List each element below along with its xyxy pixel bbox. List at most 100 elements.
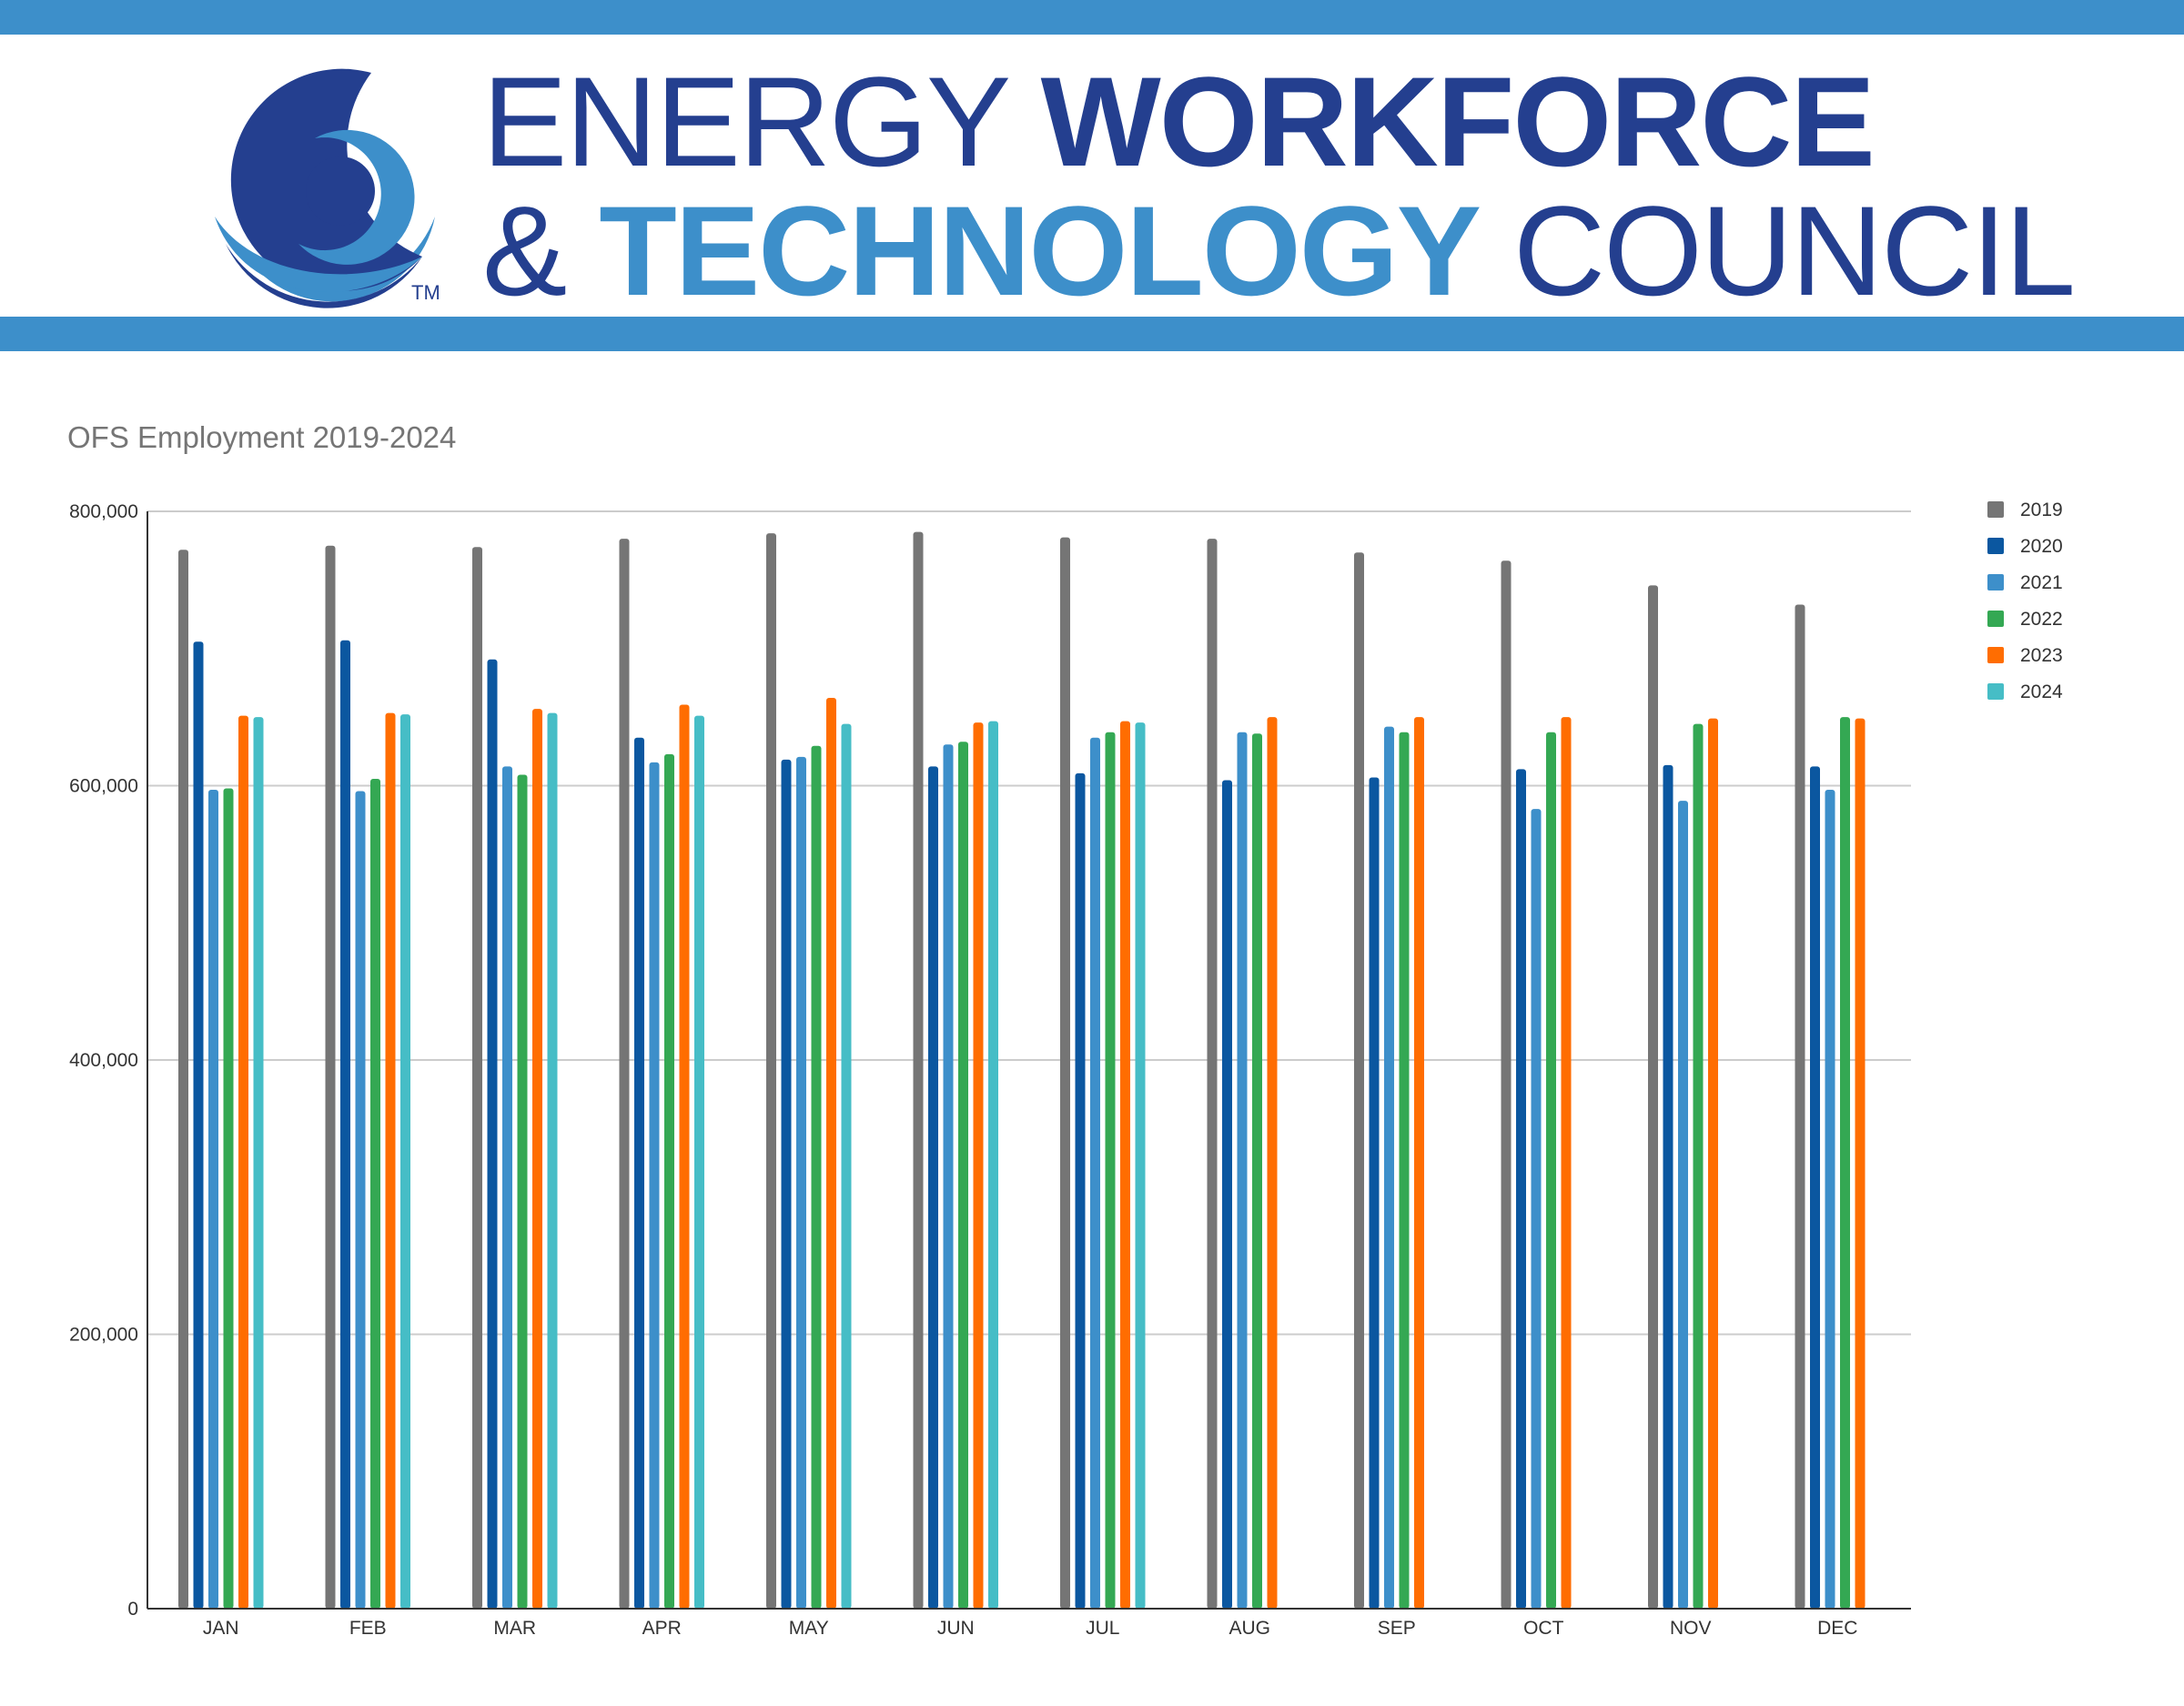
brand-word-workforce: WORKFORCE bbox=[1040, 50, 1876, 193]
bar-2020-apr bbox=[634, 737, 644, 1609]
bar-2022-dec bbox=[1840, 717, 1850, 1609]
bar-2023-oct bbox=[1561, 717, 1572, 1609]
bar-2024-jun bbox=[988, 721, 998, 1609]
x-tick-label: SEP bbox=[1378, 1618, 1416, 1638]
bar-2023-jun bbox=[973, 722, 984, 1609]
legend-label-2022: 2022 bbox=[2020, 609, 2063, 630]
gridlines bbox=[147, 510, 1911, 1336]
y-tick-label: 0 bbox=[127, 1599, 138, 1620]
brand-word-energy: ENERGY bbox=[482, 50, 1041, 193]
legend-swatch-2023 bbox=[1987, 647, 2004, 663]
x-tick-label: JUL bbox=[1086, 1618, 1119, 1638]
x-tick-label: AUG bbox=[1228, 1618, 1270, 1638]
legend-swatch-2019 bbox=[1987, 501, 2004, 518]
bar-2020-aug bbox=[1222, 780, 1232, 1609]
bar-2019-sep bbox=[1354, 552, 1364, 1609]
bar-2020-mar bbox=[487, 659, 498, 1609]
bar-2020-feb bbox=[340, 640, 350, 1609]
axes: 0 200,000 400,000 600,000 800,000 JAN FEB MAR AP… bbox=[69, 501, 1911, 1638]
bar-2024-feb bbox=[400, 714, 410, 1609]
bar-2021-jan bbox=[208, 790, 218, 1609]
bar-2021-oct bbox=[1531, 809, 1542, 1609]
brand-word-council: COUNCIL bbox=[1480, 179, 2076, 322]
bar-2021-feb bbox=[355, 791, 366, 1609]
bar-2020-oct bbox=[1516, 769, 1526, 1609]
bar-2021-jun bbox=[943, 744, 954, 1609]
bar-2021-dec bbox=[1825, 790, 1835, 1609]
x-tick-label: JAN bbox=[203, 1618, 239, 1638]
bar-2021-apr bbox=[649, 762, 660, 1609]
bar-2019-aug bbox=[1207, 539, 1218, 1609]
trademark-mark: TM bbox=[411, 281, 440, 304]
x-tick-label: OCT bbox=[1523, 1618, 1564, 1638]
employment-bar-chart: 0 200,000 400,000 600,000 800,000 JAN FEB MAR AP… bbox=[69, 500, 2063, 1638]
bar-2023-sep bbox=[1414, 717, 1424, 1609]
bar-2024-apr bbox=[694, 715, 704, 1609]
brand-word-ampersand: & bbox=[482, 179, 600, 322]
brand-line-1: ENERGY WORKFORCE bbox=[482, 58, 1876, 186]
bar-2019-apr bbox=[619, 539, 630, 1609]
bar-2024-jul bbox=[1135, 722, 1146, 1609]
bar-2021-sep bbox=[1384, 726, 1394, 1609]
y-tick-label: 800,000 bbox=[69, 501, 138, 522]
bar-2024-may bbox=[841, 723, 852, 1609]
bar-2022-apr bbox=[664, 753, 674, 1609]
bar-2023-feb bbox=[385, 712, 396, 1609]
legend-swatch-2022 bbox=[1987, 611, 2004, 627]
bar-2022-aug bbox=[1252, 733, 1262, 1609]
bar-2020-jan bbox=[193, 641, 204, 1609]
legend-swatch-2020 bbox=[1987, 538, 2004, 554]
x-tick-label: JUN bbox=[937, 1618, 975, 1638]
bar-2023-mar bbox=[532, 709, 542, 1609]
bar-2024-mar bbox=[547, 712, 558, 1609]
legend-label-2024: 2024 bbox=[2020, 681, 2063, 702]
legend-swatch-2021 bbox=[1987, 574, 2004, 591]
bar-2023-jul bbox=[1120, 721, 1130, 1609]
legend-label-2021: 2021 bbox=[2020, 572, 2063, 593]
x-tick-label: FEB bbox=[349, 1618, 387, 1638]
bar-2019-dec bbox=[1795, 604, 1805, 1609]
bar-2021-mar bbox=[502, 766, 512, 1609]
bar-2019-feb bbox=[325, 545, 336, 1609]
brand-word-technology: TECHNOLOGY bbox=[599, 179, 1481, 322]
header-top-band bbox=[0, 0, 2184, 35]
bar-2022-jul bbox=[1105, 732, 1116, 1609]
bar-2019-jul bbox=[1060, 537, 1070, 1609]
y-tick-label: 200,000 bbox=[69, 1325, 138, 1346]
bar-2019-may bbox=[766, 533, 776, 1609]
x-tick-label: MAY bbox=[789, 1618, 829, 1638]
bar-2022-may bbox=[811, 745, 822, 1609]
bar-2020-nov bbox=[1663, 764, 1673, 1609]
y-tick-label: 600,000 bbox=[69, 776, 138, 797]
x-tick-label: APR bbox=[642, 1618, 682, 1638]
council-logo-icon bbox=[215, 68, 435, 308]
bar-2023-may bbox=[826, 698, 836, 1609]
legend: 2019 2020 2021 2022 2023 2024 bbox=[1987, 500, 2063, 702]
bar-2023-apr bbox=[679, 704, 690, 1609]
bar-2021-nov bbox=[1678, 801, 1688, 1609]
bar-marks bbox=[178, 531, 1866, 1610]
x-tick-label: NOV bbox=[1670, 1618, 1712, 1638]
bar-2020-may bbox=[781, 759, 792, 1609]
bar-2023-dec bbox=[1855, 718, 1866, 1609]
bar-2022-jun bbox=[958, 742, 968, 1609]
legend-label-2023: 2023 bbox=[2020, 645, 2063, 666]
bar-2022-sep bbox=[1399, 732, 1410, 1609]
bar-2019-nov bbox=[1648, 585, 1658, 1609]
bar-2019-mar bbox=[472, 547, 482, 1609]
legend-label-2020: 2020 bbox=[2020, 536, 2063, 557]
bar-2021-aug bbox=[1237, 732, 1248, 1609]
header-bottom-band bbox=[0, 317, 2184, 351]
bar-2021-may bbox=[796, 756, 806, 1609]
legend-label-2019: 2019 bbox=[2020, 500, 2063, 520]
bar-2019-jan bbox=[178, 550, 188, 1610]
y-tick-label: 400,000 bbox=[69, 1050, 138, 1071]
bar-2020-dec bbox=[1810, 766, 1820, 1609]
bar-2022-jan bbox=[223, 788, 234, 1609]
bar-2019-jun bbox=[913, 531, 924, 1609]
bar-2023-nov bbox=[1708, 718, 1718, 1609]
bar-2020-sep bbox=[1369, 777, 1380, 1609]
bar-2022-oct bbox=[1546, 732, 1556, 1609]
bar-2022-mar bbox=[517, 774, 528, 1609]
chart-title: OFS Employment 2019-2024 bbox=[67, 420, 457, 454]
